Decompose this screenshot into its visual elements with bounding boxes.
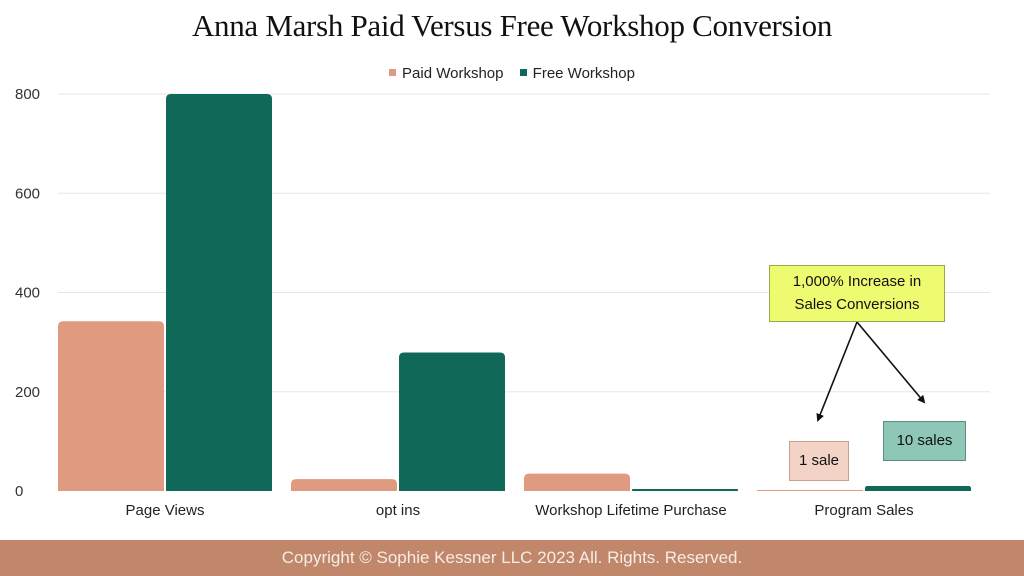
legend-label-paid: Paid Workshop xyxy=(402,65,504,82)
callout-increase-line1: 1,000% Increase in xyxy=(792,273,922,290)
legend-swatch-free xyxy=(519,69,527,76)
legend-swatch-paid xyxy=(389,69,397,76)
bar-paid-3 xyxy=(757,490,863,491)
callout-paid-sales: 1 sale xyxy=(789,441,849,481)
copyright-footer: Copyright © Sophie Kessner LLC 2023 All.… xyxy=(0,540,1024,576)
x-tick-label: Page Views xyxy=(126,502,205,519)
bars xyxy=(58,94,971,491)
chart-title: Anna Marsh Paid Versus Free Workshop Con… xyxy=(191,8,833,43)
callout-increase: 1,000% Increase in Sales Conversions xyxy=(769,265,945,322)
y-tick-label: 400 xyxy=(15,285,40,302)
bar-free-3 xyxy=(865,486,971,491)
y-tick-label: 800 xyxy=(15,86,40,103)
x-tick-label: Workshop Lifetime Purchase xyxy=(535,502,726,519)
x-tick-label: opt ins xyxy=(376,502,420,519)
x-tick-label: Program Sales xyxy=(814,502,913,519)
y-tick-label: 200 xyxy=(15,384,40,401)
bar-chart: 0 200 400 600 800 Page Views opt ins Workshop … xyxy=(15,86,990,519)
y-tick-label: 600 xyxy=(15,185,40,202)
bar-free-2 xyxy=(632,489,738,491)
legend: Paid Workshop Free Workshop xyxy=(0,65,1024,82)
bar-free-1 xyxy=(399,352,505,491)
x-axis: Page Views opt ins Workshop Lifetime Purch… xyxy=(126,502,914,519)
legend-item-paid: Paid Workshop xyxy=(389,65,504,82)
annotation-arrows xyxy=(816,321,926,422)
y-axis: 0 200 400 600 800 xyxy=(15,86,40,500)
callout-free-sales: 10 sales xyxy=(883,421,966,461)
legend-label-free: Free Workshop xyxy=(532,65,635,82)
bar-paid-0 xyxy=(58,321,164,491)
arrow-to-paid xyxy=(816,321,858,422)
bar-paid-2 xyxy=(524,473,630,491)
bar-paid-1 xyxy=(291,479,397,491)
arrow-to-free xyxy=(856,321,926,404)
y-tick-label: 0 xyxy=(15,483,23,500)
callout-increase-line2: Sales Conversions xyxy=(794,296,920,313)
bar-free-0 xyxy=(166,94,272,491)
legend-item-free: Free Workshop xyxy=(519,65,635,82)
